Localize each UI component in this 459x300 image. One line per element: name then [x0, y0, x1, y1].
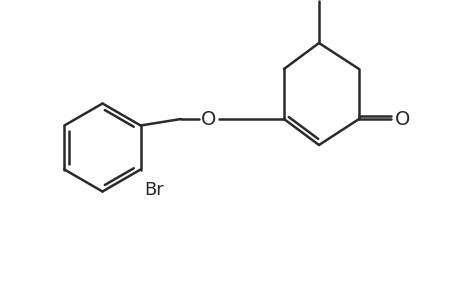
Text: Br: Br	[144, 181, 164, 199]
Text: O: O	[201, 110, 216, 128]
Text: O: O	[394, 110, 409, 128]
